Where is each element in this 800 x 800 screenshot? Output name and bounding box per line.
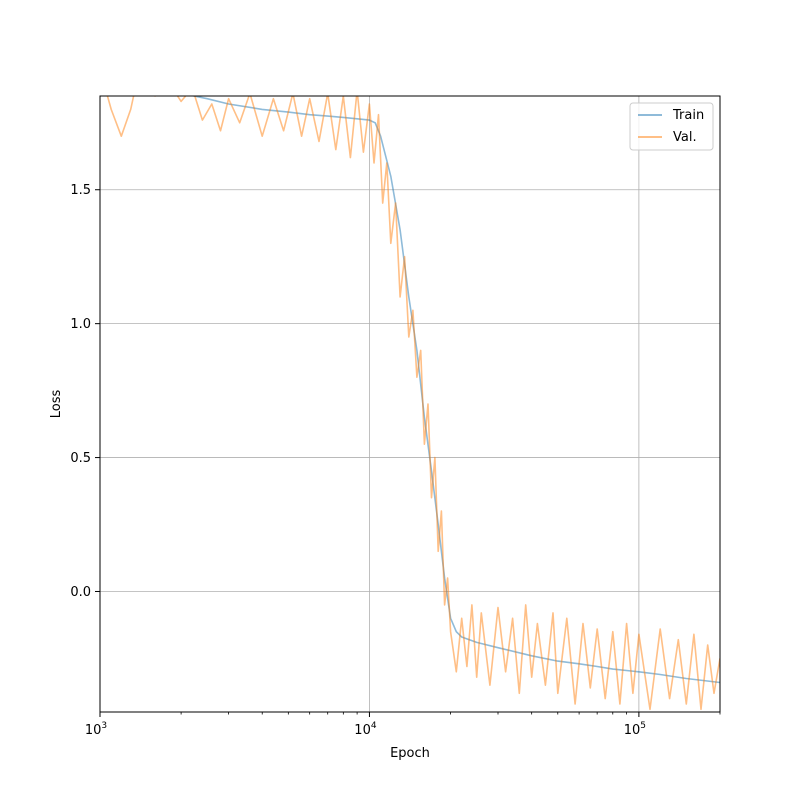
x-tick-exponent: 4 xyxy=(371,721,377,731)
legend: Train Val. xyxy=(629,102,714,151)
x-axis-label: Epoch xyxy=(390,746,430,761)
x-tick-exponent: 3 xyxy=(101,721,107,731)
y-tick-label: 1.0 xyxy=(70,317,91,332)
plot-area xyxy=(100,96,720,712)
series-layer xyxy=(106,96,720,711)
legend-label-val: Val. xyxy=(673,130,697,145)
x-tick-base: 10 xyxy=(354,723,371,738)
legend-label-train: Train xyxy=(672,108,704,123)
y-tick-label: 0.0 xyxy=(70,585,91,600)
grid-lines xyxy=(100,96,720,712)
plot-frame xyxy=(99,95,721,713)
x-tick-base: 10 xyxy=(624,723,641,738)
series-line-train xyxy=(190,96,720,684)
x-tick-label: 105 xyxy=(624,721,646,738)
x-tick-exponent: 5 xyxy=(640,721,646,731)
y-axis-label: Loss xyxy=(49,390,64,419)
series-line-val xyxy=(106,96,720,711)
x-tick-label: 103 xyxy=(85,721,107,738)
x-tick-label: 104 xyxy=(354,721,377,738)
y-tick-label: 1.5 xyxy=(70,183,91,198)
x-tick-base: 10 xyxy=(85,723,102,738)
y-tick-label: 0.5 xyxy=(70,451,91,466)
